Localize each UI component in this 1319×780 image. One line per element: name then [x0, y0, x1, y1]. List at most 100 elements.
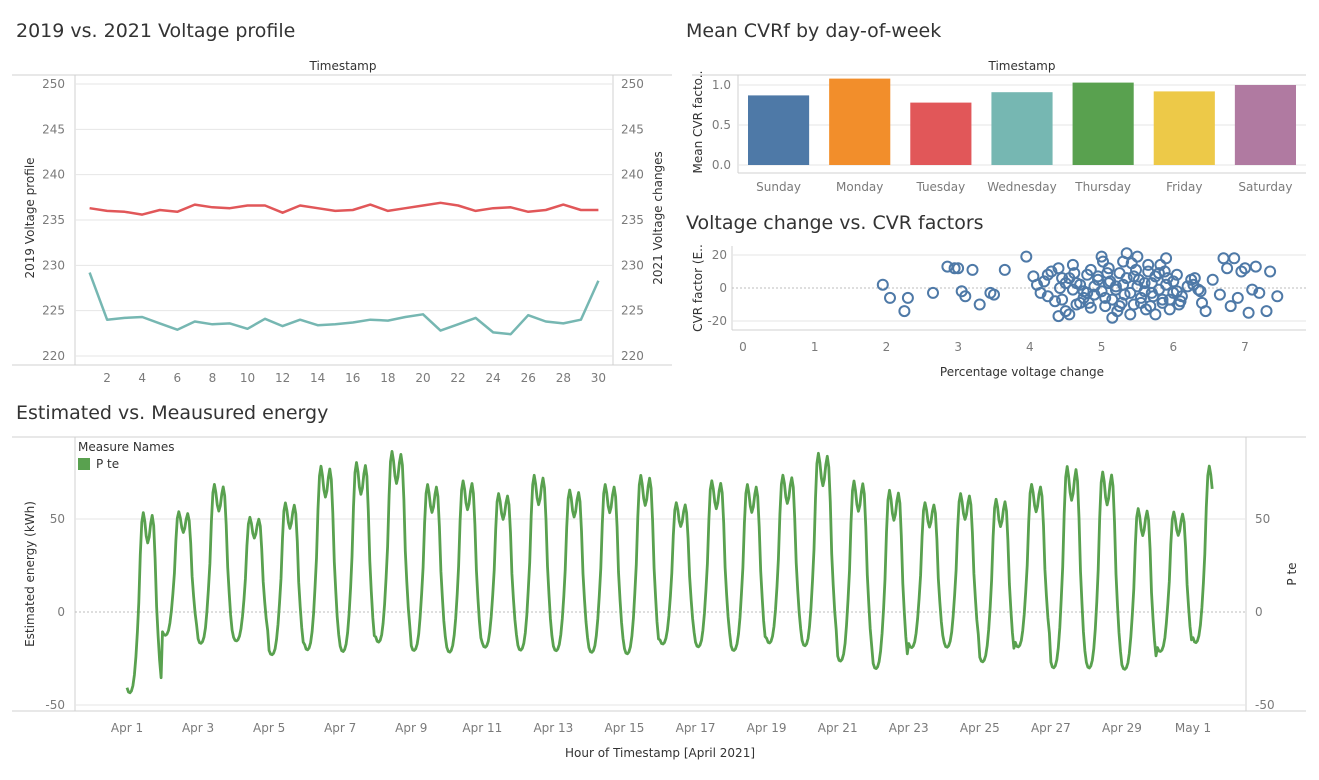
voltage-y2-tick: 235: [621, 213, 644, 227]
scatter-point: [1167, 275, 1180, 288]
cvr-x-tick: Monday: [836, 180, 883, 194]
scatter-point: [1188, 272, 1201, 285]
scatter-point: [952, 262, 965, 275]
scatter-point: [959, 290, 972, 303]
scatter-point: [884, 291, 896, 304]
scatter-point: [1161, 272, 1174, 285]
cvr-bar-tuesday: [910, 102, 972, 165]
scatter-point: [1095, 285, 1108, 298]
energy-y-tick: -50: [45, 698, 65, 712]
cvr-x-title: Timestamp: [988, 59, 1056, 73]
scatter-point: [1135, 291, 1147, 304]
scatter-point: [1038, 275, 1051, 288]
scatter-point: [1145, 277, 1158, 290]
scatter-x-tick: 0: [739, 340, 747, 354]
scatter-x-tick: 7: [1241, 340, 1249, 354]
scatter-point: [1049, 295, 1061, 308]
scatter-point: [1113, 267, 1126, 280]
energy-legend: Measure Names P te: [78, 440, 174, 471]
energy-x-tick: Apr 21: [818, 721, 858, 735]
scatter-point: [998, 263, 1011, 276]
energy-x-tick: Apr 1: [111, 721, 143, 735]
voltage-y2-tick: 250: [621, 77, 644, 91]
scatter-point: [1260, 305, 1273, 318]
voltage-y-tick: 250: [42, 77, 65, 91]
voltage-x-tick: 28: [556, 371, 571, 385]
cvr-bar-monday: [829, 78, 891, 165]
energy-x-tick: Apr 23: [889, 721, 929, 735]
voltage-y-title: 2019 Voltage profile: [23, 157, 37, 278]
scatter-point: [1130, 263, 1142, 276]
cvr-y-tick: 0.0: [712, 158, 731, 172]
cvr-bar-saturday: [1234, 85, 1296, 165]
scatter-point: [1149, 308, 1162, 321]
voltage-x-tick: 30: [591, 371, 606, 385]
voltage-x-tick: 6: [173, 371, 181, 385]
scatter-point: [1063, 308, 1076, 321]
scatter-point: [1074, 278, 1087, 291]
energy-x-tick: Apr 25: [960, 721, 1000, 735]
scatter-point: [1160, 278, 1173, 291]
energy-x-title: Hour of Timestamp [April 2021]: [565, 746, 755, 760]
voltage-y2-tick: 240: [621, 168, 644, 182]
cvr-bar-sunday: [748, 95, 810, 165]
scatter-point: [1249, 260, 1262, 273]
scatter-y-tick: -20: [707, 314, 727, 328]
energy-y-tick: 50: [50, 512, 65, 526]
cvr-y-tick: 1.0: [712, 78, 731, 92]
energy-x-tick: Apr 19: [747, 721, 787, 735]
energy-x-tick: Apr 9: [395, 721, 427, 735]
voltage-series-line-1: [88, 272, 600, 336]
scatter-point: [1138, 285, 1151, 298]
voltage-x-tick: 24: [486, 371, 501, 385]
scatter-point: [1101, 267, 1114, 280]
scatter-point: [1120, 247, 1133, 260]
voltage-x-tick: 16: [345, 371, 360, 385]
energy-x-tick: Apr 3: [182, 721, 214, 735]
scatter-point: [1196, 296, 1208, 309]
scatter-point: [1271, 290, 1284, 303]
scatter-point: [988, 288, 1000, 301]
scatter-point: [1213, 288, 1226, 301]
scatter-point: [898, 305, 911, 318]
scatter-x-tick: 2: [883, 340, 891, 354]
scatter-point: [1224, 300, 1237, 313]
voltage-x-tick: 26: [521, 371, 536, 385]
cvr-x-tick: Sunday: [756, 180, 801, 194]
scatter-point: [1181, 280, 1194, 293]
voltage-x-tick: 10: [240, 371, 255, 385]
energy-x-tick: Apr 27: [1031, 721, 1071, 735]
cvr-x-tick: Thursday: [1074, 180, 1131, 194]
scatter-point: [1194, 285, 1207, 298]
energy-x-tick: Apr 29: [1102, 721, 1142, 735]
voltage-x-tick: 8: [209, 371, 217, 385]
scatter-point: [1052, 310, 1065, 323]
legend-title: Measure Names: [78, 440, 175, 454]
voltage-y2-tick: 245: [621, 122, 644, 136]
energy-x-tick: Apr 11: [462, 721, 502, 735]
voltage-y-tick: 240: [42, 168, 65, 182]
voltage-y-tick: 220: [42, 349, 65, 363]
voltage-y-tick: 245: [42, 122, 65, 136]
energy-series-line: [125, 449, 1214, 695]
scatter-point: [1144, 300, 1157, 313]
cvr-x-tick: Tuesday: [915, 180, 965, 194]
scatter-y-tick: 20: [712, 248, 727, 262]
scatter-point: [1095, 250, 1108, 263]
scatter-point: [1242, 306, 1255, 319]
scatter-point: [1070, 298, 1083, 311]
energy-y-tick: 0: [57, 605, 65, 619]
scatter-point: [1246, 283, 1259, 296]
legend-swatch: [78, 458, 90, 470]
scatter-point: [1092, 273, 1104, 286]
voltage-y-tick: 230: [42, 258, 65, 272]
energy-y2-tick: 0: [1255, 605, 1263, 619]
scatter-point: [1066, 258, 1079, 271]
scatter-point: [1173, 298, 1185, 311]
scatter-point: [966, 263, 979, 276]
scatter-point: [1131, 250, 1144, 263]
voltage-y-tick: 235: [42, 213, 65, 227]
scatter-point: [1156, 296, 1169, 309]
voltage-x-title: Timestamp: [309, 59, 377, 73]
cvr-x-tick: Wednesday: [987, 180, 1056, 194]
